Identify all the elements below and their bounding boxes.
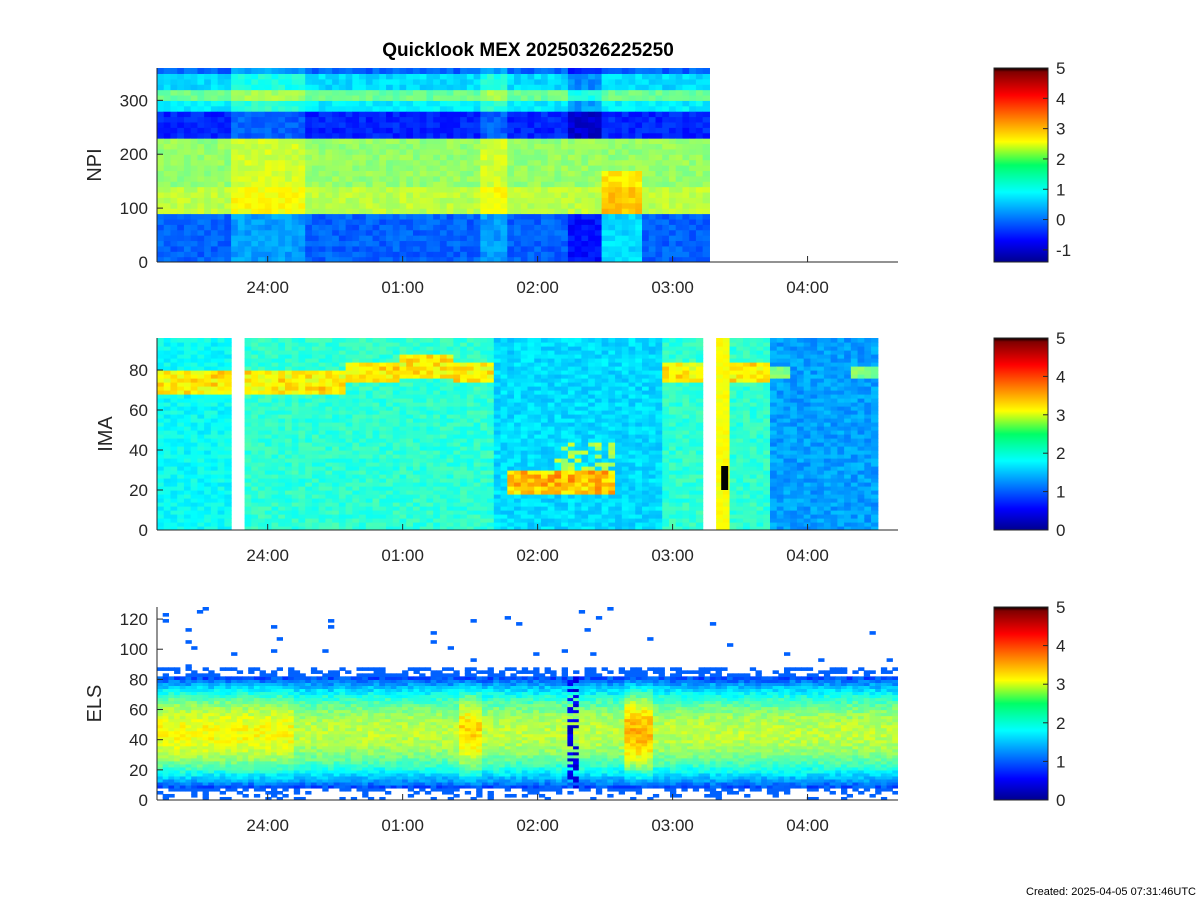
y-tick-label: 80 — [129, 670, 148, 689]
colorbar-tick-label: 2 — [1056, 150, 1065, 169]
colorbar-tick-label: 1 — [1056, 483, 1065, 502]
els-spectrogram — [157, 607, 898, 800]
y-tick-label: 40 — [129, 731, 148, 750]
ima-ylabel: IMA — [95, 416, 117, 452]
colorbar-tick-label: 4 — [1056, 89, 1065, 108]
x-tick-label: 03:00 — [651, 816, 694, 835]
y-tick-label: 40 — [129, 441, 148, 460]
figure-title: Quicklook MEX 20250326225250 — [382, 40, 674, 61]
els-colorbar: 5 4 3 2 1 0 — [993, 598, 1065, 810]
ima-flag-marker — [721, 466, 729, 490]
ima-colorbar: 5 4 3 2 1 0 — [993, 329, 1065, 540]
x-tick-label: 04:00 — [786, 278, 829, 297]
colorbar-tick-label: 3 — [1056, 406, 1065, 425]
x-tick-label: 04:00 — [786, 816, 829, 835]
y-tick-label: 300 — [120, 91, 148, 110]
colorbar-tick-label: 2 — [1056, 714, 1065, 733]
colorbar-tick-label: 1 — [1056, 752, 1065, 771]
x-tick-label: 01:00 — [381, 278, 424, 297]
y-tick-label: 0 — [139, 521, 148, 540]
y-tick-label: 100 — [120, 199, 148, 218]
colorbar-tick-label: 5 — [1056, 329, 1065, 348]
npi-colorbar: 5 4 3 2 1 0 -1 — [993, 59, 1071, 263]
els-axes: 24:00 01:00 02:00 03:00 04:00 0 20 40 60 80 100 120 — [120, 607, 898, 835]
colorbar-tick-label: 5 — [1056, 598, 1065, 617]
els-ylabel: ELS — [84, 685, 106, 723]
y-tick-label: 20 — [129, 481, 148, 500]
colorbar-tick-label: 3 — [1056, 120, 1065, 139]
colorbar-tick-label: 4 — [1056, 367, 1065, 386]
x-tick-label: 03:00 — [651, 546, 694, 565]
colorbar-tick-label: 0 — [1056, 521, 1065, 540]
colorbar-tick-label: 5 — [1056, 59, 1065, 78]
x-tick-label: 24:00 — [246, 278, 289, 297]
ima-spectrogram — [157, 338, 879, 530]
colorbar-tick-label: -1 — [1056, 241, 1071, 260]
y-tick-label: 120 — [120, 610, 148, 629]
ima-axes: 24:00 01:00 02:00 03:00 04:00 0 20 40 60 80 — [129, 338, 898, 565]
x-tick-label: 24:00 — [246, 816, 289, 835]
x-tick-label: 24:00 — [246, 546, 289, 565]
x-tick-label: 02:00 — [516, 816, 559, 835]
colorbar-tick-label: 0 — [1056, 791, 1065, 810]
y-tick-label: 100 — [120, 640, 148, 659]
colorbar-tick-label: 1 — [1056, 180, 1065, 199]
colorbar-tick-label: 3 — [1056, 675, 1065, 694]
x-tick-label: 01:00 — [381, 816, 424, 835]
y-tick-label: 60 — [129, 401, 148, 420]
y-tick-label: 80 — [129, 361, 148, 380]
colorbar-scale — [993, 606, 1049, 801]
npi-spectrogram — [157, 68, 710, 262]
colorbar-tick-label: 2 — [1056, 444, 1065, 463]
x-tick-label: 01:00 — [381, 546, 424, 565]
x-tick-label: 04:00 — [786, 546, 829, 565]
x-tick-label: 02:00 — [516, 278, 559, 297]
x-tick-label: 03:00 — [651, 278, 694, 297]
x-tick-label: 02:00 — [516, 546, 559, 565]
colorbar-tick-label: 4 — [1056, 637, 1065, 656]
colorbar-tick-label: 0 — [1056, 211, 1065, 230]
colorbar-scale — [993, 67, 1049, 263]
y-tick-label: 0 — [139, 253, 148, 272]
created-timestamp: Created: 2025-04-05 07:31:46UTC — [1026, 886, 1196, 898]
y-tick-label: 60 — [129, 701, 148, 720]
npi-axes: 24:00 01:00 02:00 03:00 04:00 0 100 200 300 — [120, 68, 898, 297]
colorbar-scale — [993, 337, 1049, 531]
y-tick-label: 0 — [139, 791, 148, 810]
y-tick-label: 200 — [120, 145, 148, 164]
npi-ylabel: NPI — [84, 148, 106, 181]
els-panel: 24:00 01:00 02:00 03:00 04:00020406080100120… — [84, 598, 1065, 835]
y-tick-label: 20 — [129, 761, 148, 780]
